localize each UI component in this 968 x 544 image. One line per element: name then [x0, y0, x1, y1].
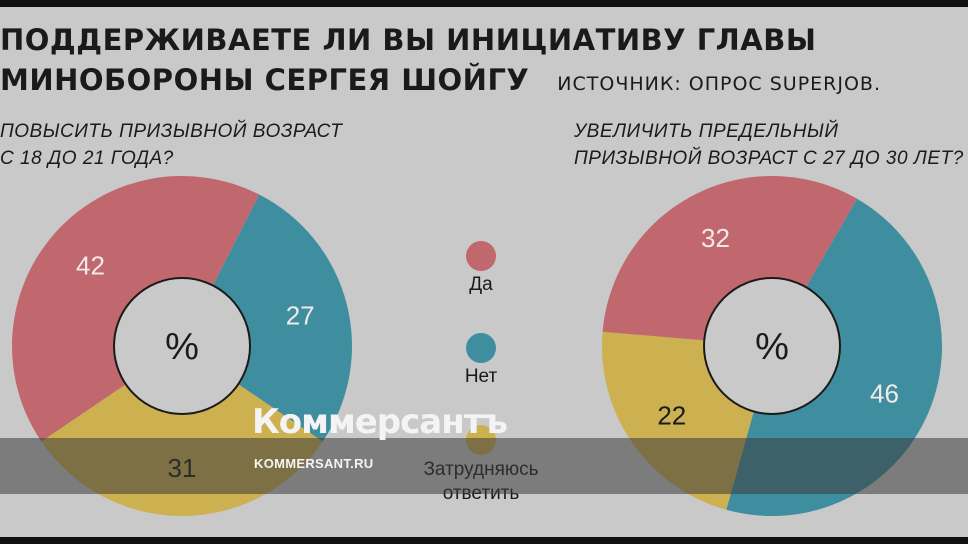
- chart-1-value-yes: 42: [76, 250, 105, 280]
- legend-dot-no: [466, 333, 496, 363]
- chart-2-value-yes: 32: [701, 223, 730, 253]
- question-right-line-1: УВЕЛИЧИТЬ ПРЕДЕЛЬНЫЙ: [574, 121, 839, 142]
- chart-1-center: [113, 277, 251, 415]
- page-title: ПОДДЕРЖИВАЕТЕ ЛИ ВЫ ИНИЦИАТИВУ ГЛАВЫ МИН…: [0, 20, 968, 104]
- question-right-line-2: ПРИЗЫВНОЙ ВОЗРАСТ С 27 ДО 30 ЛЕТ?: [574, 148, 964, 169]
- chart-1-percent-sign: %: [165, 326, 199, 368]
- chart-2-value-no: 46: [870, 378, 899, 408]
- source-note: ИСТОЧНИК: ОПРОС SUPERJOB.: [557, 73, 882, 95]
- question-left-line-2: С 18 ДО 21 ГОДА?: [0, 148, 174, 169]
- chart-2-center: [703, 277, 841, 415]
- bottom-rule: [0, 537, 968, 544]
- chart-1-slice-no: [182, 194, 352, 442]
- watermark-logo: Коммерсантъ: [252, 402, 508, 442]
- chart-2-percent-sign: %: [755, 326, 789, 368]
- legend-dot-yes: [466, 241, 496, 271]
- question-left-line-1: ПОВЫСИТЬ ПРИЗЫВНОЙ ВОЗРАСТ: [0, 121, 343, 142]
- top-rule: [0, 0, 968, 7]
- question-right: УВЕЛИЧИТЬ ПРЕДЕЛЬНЫЙ ПРИЗЫВНОЙ ВОЗРАСТ С…: [574, 118, 964, 172]
- title-line-2: МИНОБОРОНЫ СЕРГЕЯ ШОЙГУ ИСТОЧНИК: ОПРОС S…: [0, 60, 968, 104]
- chart-1-value-no: 27: [286, 301, 315, 331]
- question-left: ПОВЫСИТЬ ПРИЗЫВНОЙ ВОЗРАСТ С 18 ДО 21 ГО…: [0, 118, 342, 172]
- legend-label-no: Нет: [464, 366, 498, 387]
- watermark-url: KOMMERSANT.RU: [254, 456, 374, 471]
- title-line-1: ПОДДЕРЖИВАЕТЕ ЛИ ВЫ ИНИЦИАТИВУ ГЛАВЫ: [0, 23, 817, 57]
- legend-label-yes: Да: [469, 274, 493, 295]
- title-line-2-text: МИНОБОРОНЫ СЕРГЕЯ ШОЙГУ: [0, 63, 530, 97]
- chart-2-value-unsure: 22: [657, 401, 686, 431]
- watermark-band: [0, 438, 968, 494]
